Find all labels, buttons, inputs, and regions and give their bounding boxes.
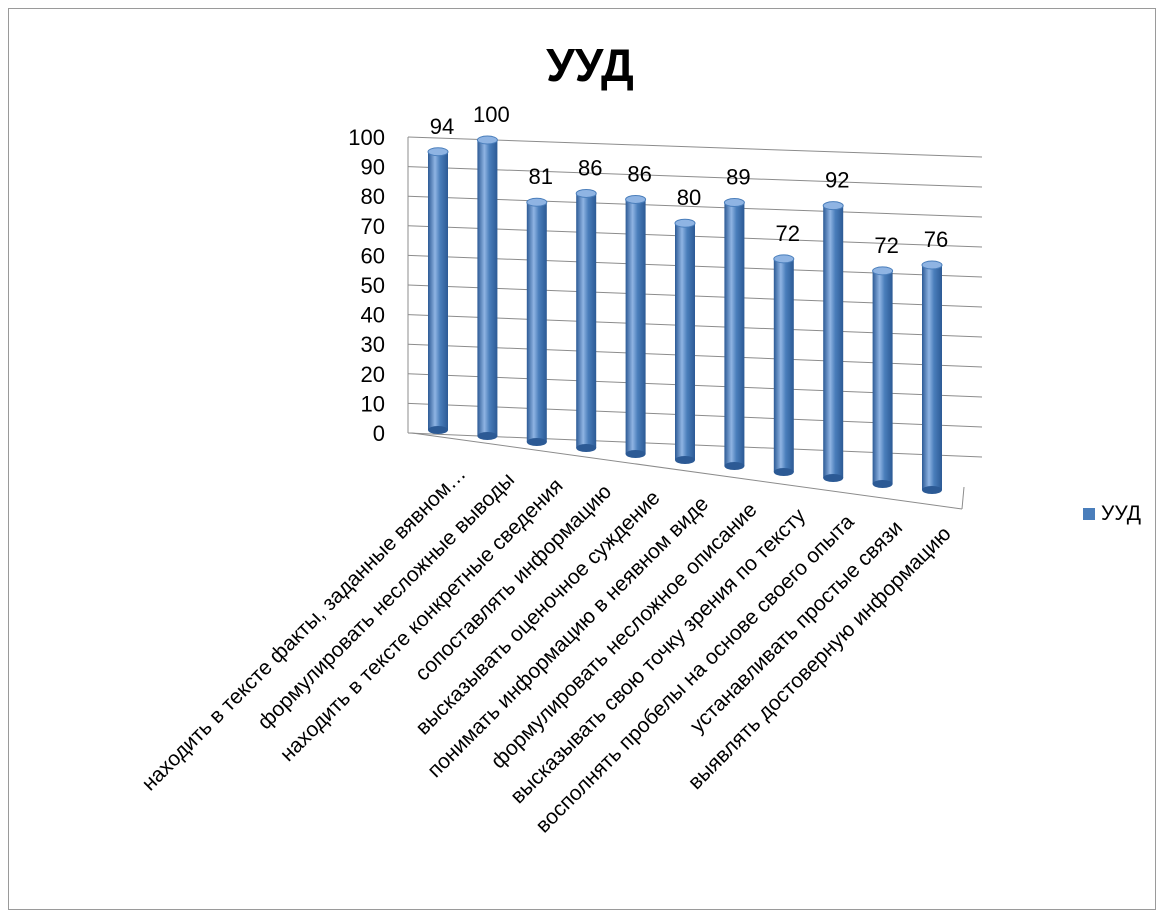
bar xyxy=(674,218,696,464)
bar-body xyxy=(428,151,448,430)
bar-top xyxy=(723,198,745,208)
y-tick-label: 40 xyxy=(361,303,385,328)
bar-base xyxy=(724,462,745,470)
chart-frame xyxy=(8,8,1156,910)
category-labels: находить в тексте факты, заданные вявном… xyxy=(137,462,955,837)
bar xyxy=(872,266,894,488)
legend-swatch xyxy=(1083,508,1095,520)
chart-title: УУД xyxy=(546,39,634,91)
data-label: 81 xyxy=(529,164,553,189)
y-tick-label: 60 xyxy=(361,243,385,268)
bar-body xyxy=(922,265,942,490)
data-label: 80 xyxy=(677,185,701,210)
y-tick-label: 80 xyxy=(361,184,385,209)
bar-body xyxy=(576,193,597,448)
y-tick-label: 70 xyxy=(361,214,385,239)
legend: УУД xyxy=(1083,502,1141,526)
data-label: 86 xyxy=(627,161,651,186)
data-label: 89 xyxy=(726,165,750,190)
y-tick-label: 10 xyxy=(361,391,385,416)
bar-top xyxy=(625,194,647,204)
data-label: 72 xyxy=(776,221,800,246)
y-tick-label: 50 xyxy=(361,273,385,298)
bar-base xyxy=(576,444,597,452)
bar-base xyxy=(823,474,844,482)
data-label: 86 xyxy=(578,155,602,180)
bar-body xyxy=(526,202,547,442)
bar-body xyxy=(724,202,745,466)
data-label: 100 xyxy=(473,102,510,127)
bar-base xyxy=(675,456,695,464)
bar-top xyxy=(773,254,795,264)
bar-body xyxy=(477,140,498,436)
y-tick-label: 100 xyxy=(348,125,385,150)
bar-top xyxy=(526,197,548,207)
bar-top xyxy=(427,147,449,157)
bar-base xyxy=(428,426,448,434)
bar-body xyxy=(675,223,695,460)
bar-base xyxy=(872,480,893,488)
data-label: 94 xyxy=(430,114,454,139)
data-label: 92 xyxy=(825,168,849,193)
bar xyxy=(723,198,745,470)
bar-top xyxy=(822,201,844,211)
y-tick-label: 20 xyxy=(361,362,385,387)
bars xyxy=(427,135,943,494)
bar xyxy=(575,188,597,452)
bar xyxy=(921,260,943,494)
bar xyxy=(427,147,449,434)
data-label: 76 xyxy=(924,227,948,252)
bar-body xyxy=(625,199,646,454)
y-tick-label: 0 xyxy=(373,421,385,446)
y-tick-label: 90 xyxy=(361,155,385,180)
data-label: 72 xyxy=(874,233,898,258)
bar-body xyxy=(773,258,794,472)
gridline xyxy=(407,166,983,188)
bar xyxy=(822,201,844,482)
bar-base xyxy=(922,486,942,494)
bar-top xyxy=(476,135,498,145)
bar-top xyxy=(872,266,894,276)
bar xyxy=(625,194,647,458)
data-labels: 94 100 81 86 86 80 89 72 92 72 76 xyxy=(430,102,948,258)
bar-base xyxy=(773,468,794,476)
legend-label: УУД xyxy=(1101,502,1141,525)
bar-base xyxy=(477,432,498,440)
bar-top xyxy=(575,188,597,198)
gridline xyxy=(407,195,983,218)
bar-base xyxy=(625,450,646,458)
bar-base xyxy=(526,438,547,446)
bar-body xyxy=(823,205,844,478)
y-tick-label: 30 xyxy=(361,332,385,357)
floor-edge-front xyxy=(411,432,963,510)
bar xyxy=(773,254,795,476)
y-tick-labels: 0 10 20 30 40 50 60 70 80 90 100 xyxy=(348,125,385,446)
bar-top xyxy=(921,260,943,270)
bar-body xyxy=(872,270,893,484)
bar-top xyxy=(674,218,696,228)
floor-edge-right xyxy=(961,486,965,510)
bar xyxy=(476,135,498,440)
bar xyxy=(526,197,548,446)
gridline xyxy=(407,136,983,158)
